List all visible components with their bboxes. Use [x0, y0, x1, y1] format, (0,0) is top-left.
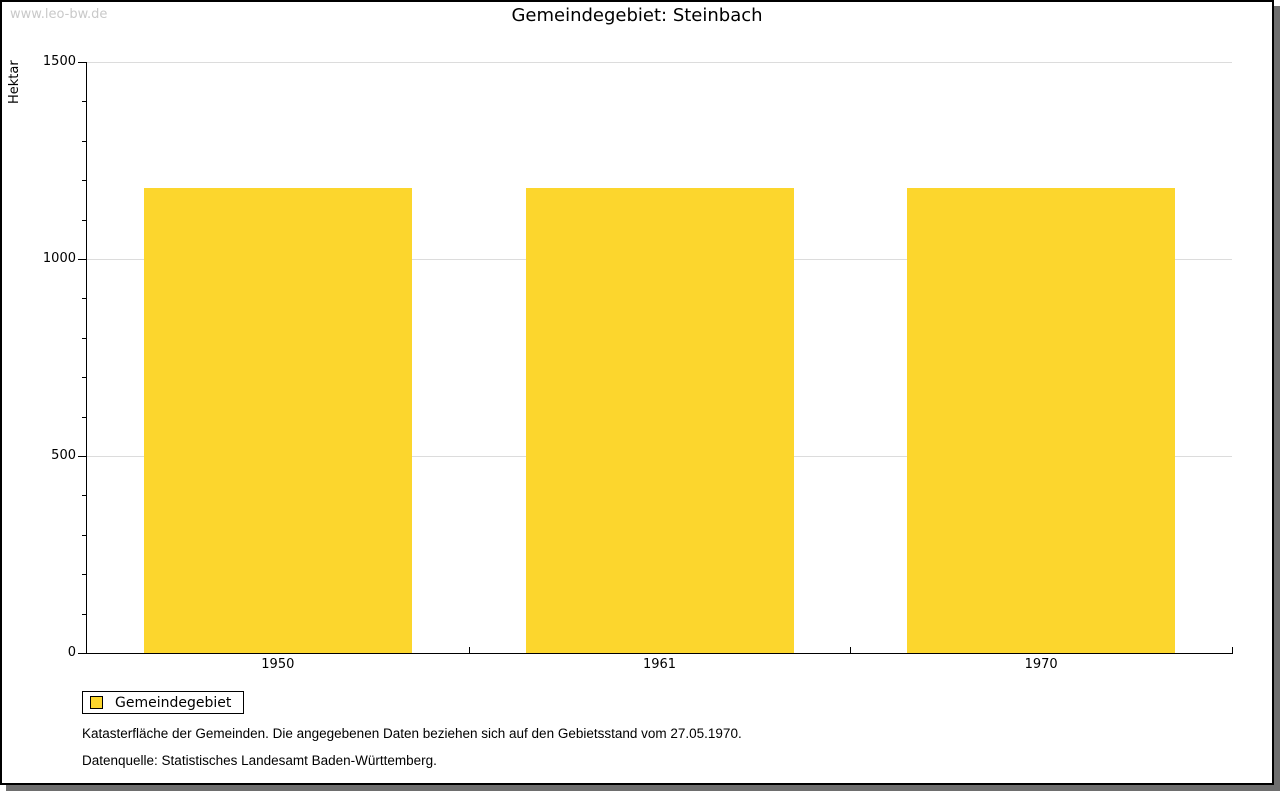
x-boundary-tick-2: [850, 647, 852, 653]
y-minor-tick-1300: [82, 140, 86, 142]
y-minor-tick-1200: [82, 180, 86, 182]
y-tick-label-0: 0: [67, 645, 76, 660]
x-tick-label-1950: 1950: [261, 657, 295, 672]
x-tick-label-1970: 1970: [1024, 657, 1058, 672]
footnote-data-source: Datenquelle: Statistisches Landesamt Bad…: [82, 753, 437, 768]
watermark: www.leo-bw.de: [10, 7, 108, 22]
y-minor-tick-400: [82, 495, 86, 497]
y-major-tick-500: [78, 456, 86, 457]
legend-swatch-gemeindegebiet: [90, 696, 103, 709]
legend-label: Gemeindegebiet: [115, 694, 232, 711]
footnote-source-note: Katasterfläche der Gemeinden. Die angege…: [82, 726, 742, 741]
y-major-tick-0: [78, 653, 86, 654]
y-minor-tick-800: [82, 337, 86, 339]
y-tick-label-500: 500: [51, 448, 76, 463]
legend: Gemeindegebiet: [82, 691, 245, 714]
bar-1961: [525, 187, 794, 653]
page-title: Gemeindegebiet: Steinbach: [511, 5, 763, 26]
bar-1950: [143, 187, 412, 653]
x-tick-label-1961: 1961: [642, 657, 677, 672]
y-major-tick-1000: [78, 259, 86, 260]
y-minor-tick-600: [82, 416, 86, 418]
y-axis-line: [86, 62, 87, 654]
x-boundary-tick-1: [468, 647, 470, 653]
y-tick-label-1500: 1500: [42, 54, 76, 69]
x-axis-line: [82, 653, 1233, 654]
y-minor-tick-900: [82, 298, 86, 300]
bar-1970: [907, 187, 1176, 653]
y-minor-tick-300: [82, 534, 86, 536]
bar-chart-plot-area: 0 500 1000 1500 1950 1961 1970: [2, 2, 1272, 783]
gridline-1500: [87, 62, 1232, 63]
y-minor-tick-1100: [82, 219, 86, 221]
y-minor-tick-100: [82, 613, 86, 615]
y-minor-tick-700: [82, 377, 86, 379]
y-minor-tick-200: [82, 574, 86, 576]
y-tick-label-1000: 1000: [42, 251, 76, 266]
y-minor-tick-1400: [82, 101, 86, 103]
y-major-tick-1500: [78, 62, 86, 63]
x-boundary-tick-3: [1232, 647, 1233, 653]
